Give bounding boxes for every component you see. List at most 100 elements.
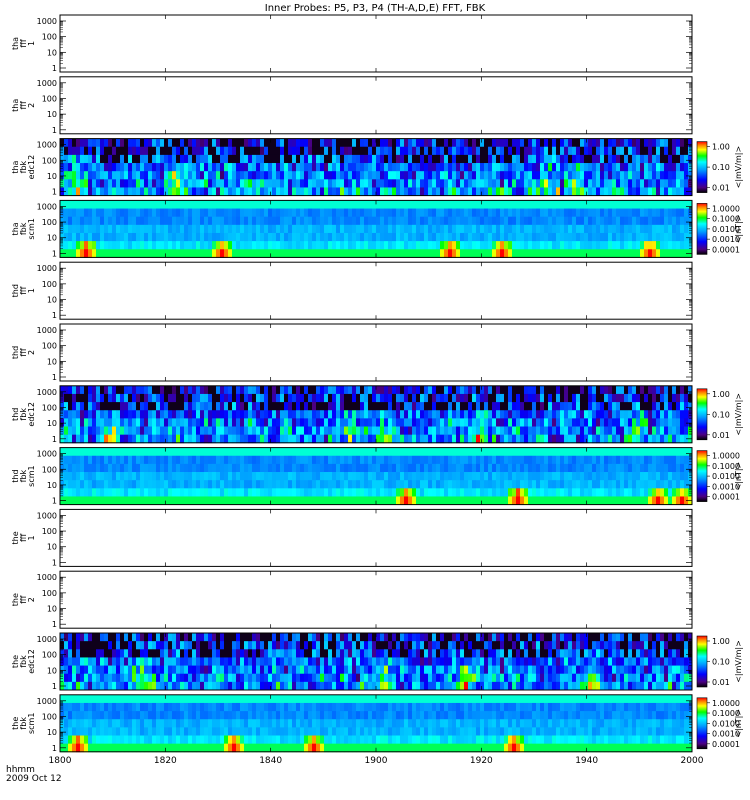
spectrogram-cell <box>88 241 93 250</box>
spectrogram-cell <box>444 393 449 403</box>
spectrogram-cell <box>516 472 521 481</box>
spectrogram-cell <box>216 447 221 457</box>
spectrogram-cell <box>496 179 501 188</box>
spectrogram-cell <box>456 434 461 444</box>
spectrogram-cell <box>128 163 133 172</box>
spectrogram-cell <box>100 241 105 250</box>
spectrogram-cell <box>480 455 485 465</box>
spectrogram-cell <box>664 488 669 497</box>
spectrogram-cell <box>64 480 69 489</box>
spectrogram-cell <box>440 463 445 473</box>
panel-label-line: edc12 <box>27 155 36 180</box>
spectrogram-cell <box>128 426 133 436</box>
spectrogram-cell <box>396 224 401 234</box>
spectrogram-cell <box>464 138 469 148</box>
spectrogram-cell <box>100 187 105 196</box>
spectrogram-cell <box>464 187 469 196</box>
spectrogram-cell <box>100 434 105 444</box>
spectrogram-cell <box>324 138 329 148</box>
spectrogram-cell <box>564 249 569 258</box>
spectrogram-cell <box>624 418 629 427</box>
spectrogram-cell <box>660 455 665 465</box>
spectrogram-cell <box>588 208 593 218</box>
spectrogram-cell <box>348 393 353 403</box>
spectrogram-cell <box>120 187 125 196</box>
spectrogram-cell <box>172 447 177 457</box>
spectrogram-cell <box>396 146 401 156</box>
spectrogram-cell <box>448 434 453 444</box>
spectrogram-cell <box>484 410 489 419</box>
spectrogram-cell <box>468 138 473 148</box>
spectrogram-cell <box>124 488 129 497</box>
spectrogram-cell <box>584 249 589 258</box>
spectrogram-cell <box>80 224 85 234</box>
spectrogram-cell <box>464 426 469 436</box>
spectrogram-cell <box>128 410 133 419</box>
spectrogram-cell <box>552 434 557 444</box>
spectrogram-cell <box>668 179 673 188</box>
spectrogram-cell <box>484 393 489 403</box>
spectrogram-cell <box>280 455 285 465</box>
spectrogram-cell <box>460 480 465 489</box>
spectrogram-cell <box>112 488 117 497</box>
spectrogram-cell <box>400 463 405 473</box>
spectrogram-cell <box>128 434 133 444</box>
spectrogram-cell <box>208 480 213 489</box>
spectrogram-cell <box>64 249 69 258</box>
spectrogram-cell <box>256 146 261 156</box>
spectrogram-cell <box>76 241 81 250</box>
spectrogram-cell <box>476 447 481 457</box>
spectrogram-cell <box>308 418 313 427</box>
spectrogram-cell <box>392 232 397 242</box>
spectrogram-cell <box>416 200 421 209</box>
spectrogram-cell <box>132 146 137 156</box>
panel-stack: 1101001000thafff11101001000thafff21.000.… <box>11 14 743 753</box>
spectrogram-cell <box>560 187 565 196</box>
spectrogram-cell <box>556 463 561 473</box>
spectrogram-cell <box>484 138 489 148</box>
spectrogram-cell <box>508 232 513 242</box>
spectrogram-cell <box>380 187 385 196</box>
spectrogram-cell <box>632 241 637 250</box>
spectrogram-cell <box>684 154 689 164</box>
spectrogram-cell <box>360 426 365 436</box>
spectrogram-cell <box>476 187 481 196</box>
spectrogram-cell <box>636 249 641 258</box>
spectrogram-cell <box>568 488 573 497</box>
spectrogram-cell <box>412 241 417 250</box>
spectrogram-cell <box>184 463 189 473</box>
spectrogram-cell <box>208 146 213 156</box>
spectrogram-cell <box>568 463 573 473</box>
spectrogram-cell <box>404 418 409 427</box>
spectrogram-cell <box>544 385 549 395</box>
spectrogram-cell <box>304 455 309 465</box>
panel-label-line: 2 <box>27 103 36 108</box>
spectrogram-cell <box>412 385 417 395</box>
spectrogram-cell <box>320 434 325 444</box>
spectrogram-cell <box>168 418 173 427</box>
spectrogram-cell <box>448 187 453 196</box>
spectrogram-cell <box>184 496 189 505</box>
spectrogram-cell <box>524 179 529 188</box>
colorbar-label: <|mV/m|> <box>734 146 743 189</box>
spectrogram-cell <box>400 232 405 242</box>
spectrogram-cell <box>368 171 373 180</box>
spectrogram-cell <box>360 208 365 218</box>
panel-label-line: tha <box>11 160 20 173</box>
spectrogram-cell <box>268 154 273 164</box>
spectrogram-cell <box>268 208 273 218</box>
spectrogram-cell <box>596 187 601 196</box>
spectrogram-cell <box>244 488 249 497</box>
spectrogram-cell <box>620 447 625 457</box>
spectrogram-cell <box>80 179 85 188</box>
spectrogram-cell <box>268 224 273 234</box>
spectrogram-cell <box>436 249 441 258</box>
spectrogram-cell <box>64 224 69 234</box>
colorbar-tick-label: 0.01 <box>712 184 730 193</box>
spectrogram-cell <box>216 200 221 209</box>
spectrogram-cell <box>152 208 157 218</box>
spectrogram-cell <box>676 241 681 250</box>
spectrogram-cell <box>432 138 437 148</box>
spectrogram-cell <box>320 480 325 489</box>
spectrogram-cell <box>324 216 329 226</box>
